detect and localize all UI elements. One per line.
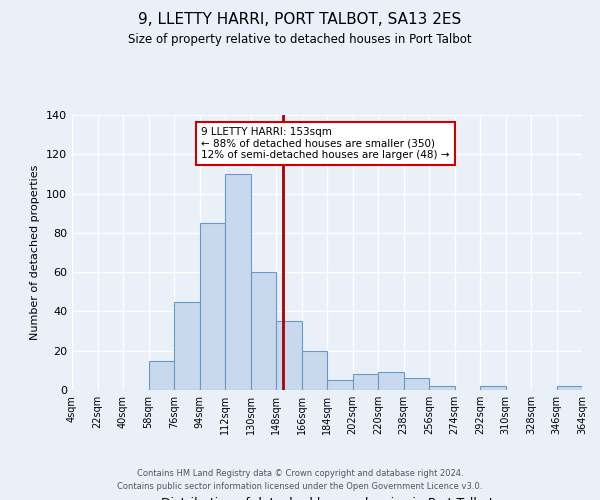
- Bar: [251, 272, 276, 390]
- Text: Contains HM Land Registry data © Crown copyright and database right 2024.: Contains HM Land Registry data © Crown c…: [137, 468, 463, 477]
- Bar: [276, 322, 302, 390]
- Bar: [225, 174, 251, 390]
- Bar: [557, 386, 582, 390]
- Bar: [353, 374, 378, 390]
- Bar: [302, 350, 327, 390]
- Bar: [404, 378, 429, 390]
- Bar: [149, 360, 174, 390]
- Bar: [327, 380, 353, 390]
- Text: 9, LLETTY HARRI, PORT TALBOT, SA13 2ES: 9, LLETTY HARRI, PORT TALBOT, SA13 2ES: [139, 12, 461, 28]
- X-axis label: Distribution of detached houses by size in Port Talbot: Distribution of detached houses by size …: [161, 496, 493, 500]
- Text: Size of property relative to detached houses in Port Talbot: Size of property relative to detached ho…: [128, 32, 472, 46]
- Bar: [378, 372, 404, 390]
- Bar: [429, 386, 455, 390]
- Bar: [480, 386, 505, 390]
- Bar: [174, 302, 199, 390]
- Y-axis label: Number of detached properties: Number of detached properties: [31, 165, 40, 340]
- Text: Contains public sector information licensed under the Open Government Licence v3: Contains public sector information licen…: [118, 482, 482, 491]
- Bar: [199, 223, 225, 390]
- Text: 9 LLETTY HARRI: 153sqm
← 88% of detached houses are smaller (350)
12% of semi-de: 9 LLETTY HARRI: 153sqm ← 88% of detached…: [201, 127, 449, 160]
